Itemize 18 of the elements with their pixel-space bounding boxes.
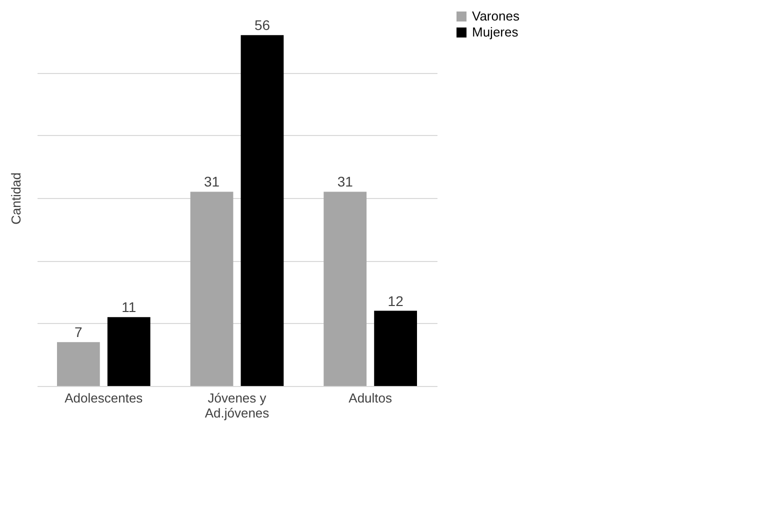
bar bbox=[324, 192, 367, 386]
bar bbox=[57, 342, 100, 386]
data-label: 31 bbox=[337, 174, 354, 190]
x-tick-label: Adolescentes bbox=[64, 390, 144, 406]
legend-label: Mujeres bbox=[472, 24, 519, 40]
bar bbox=[240, 35, 284, 386]
bar bbox=[374, 310, 417, 386]
data-label: 11 bbox=[122, 299, 136, 316]
x-tick-label: Jóvenes y Ad.jóvenes bbox=[204, 390, 270, 420]
bar bbox=[190, 192, 234, 386]
data-label: 56 bbox=[254, 17, 270, 34]
y-axis-title: Cantidad bbox=[8, 172, 24, 225]
data-label: 12 bbox=[388, 292, 404, 309]
bar bbox=[107, 317, 150, 386]
data-label: 31 bbox=[204, 174, 220, 190]
x-tick-label: Adultos bbox=[348, 390, 393, 406]
data-label: 7 bbox=[74, 324, 83, 340]
legend-label: Varones bbox=[472, 8, 520, 24]
